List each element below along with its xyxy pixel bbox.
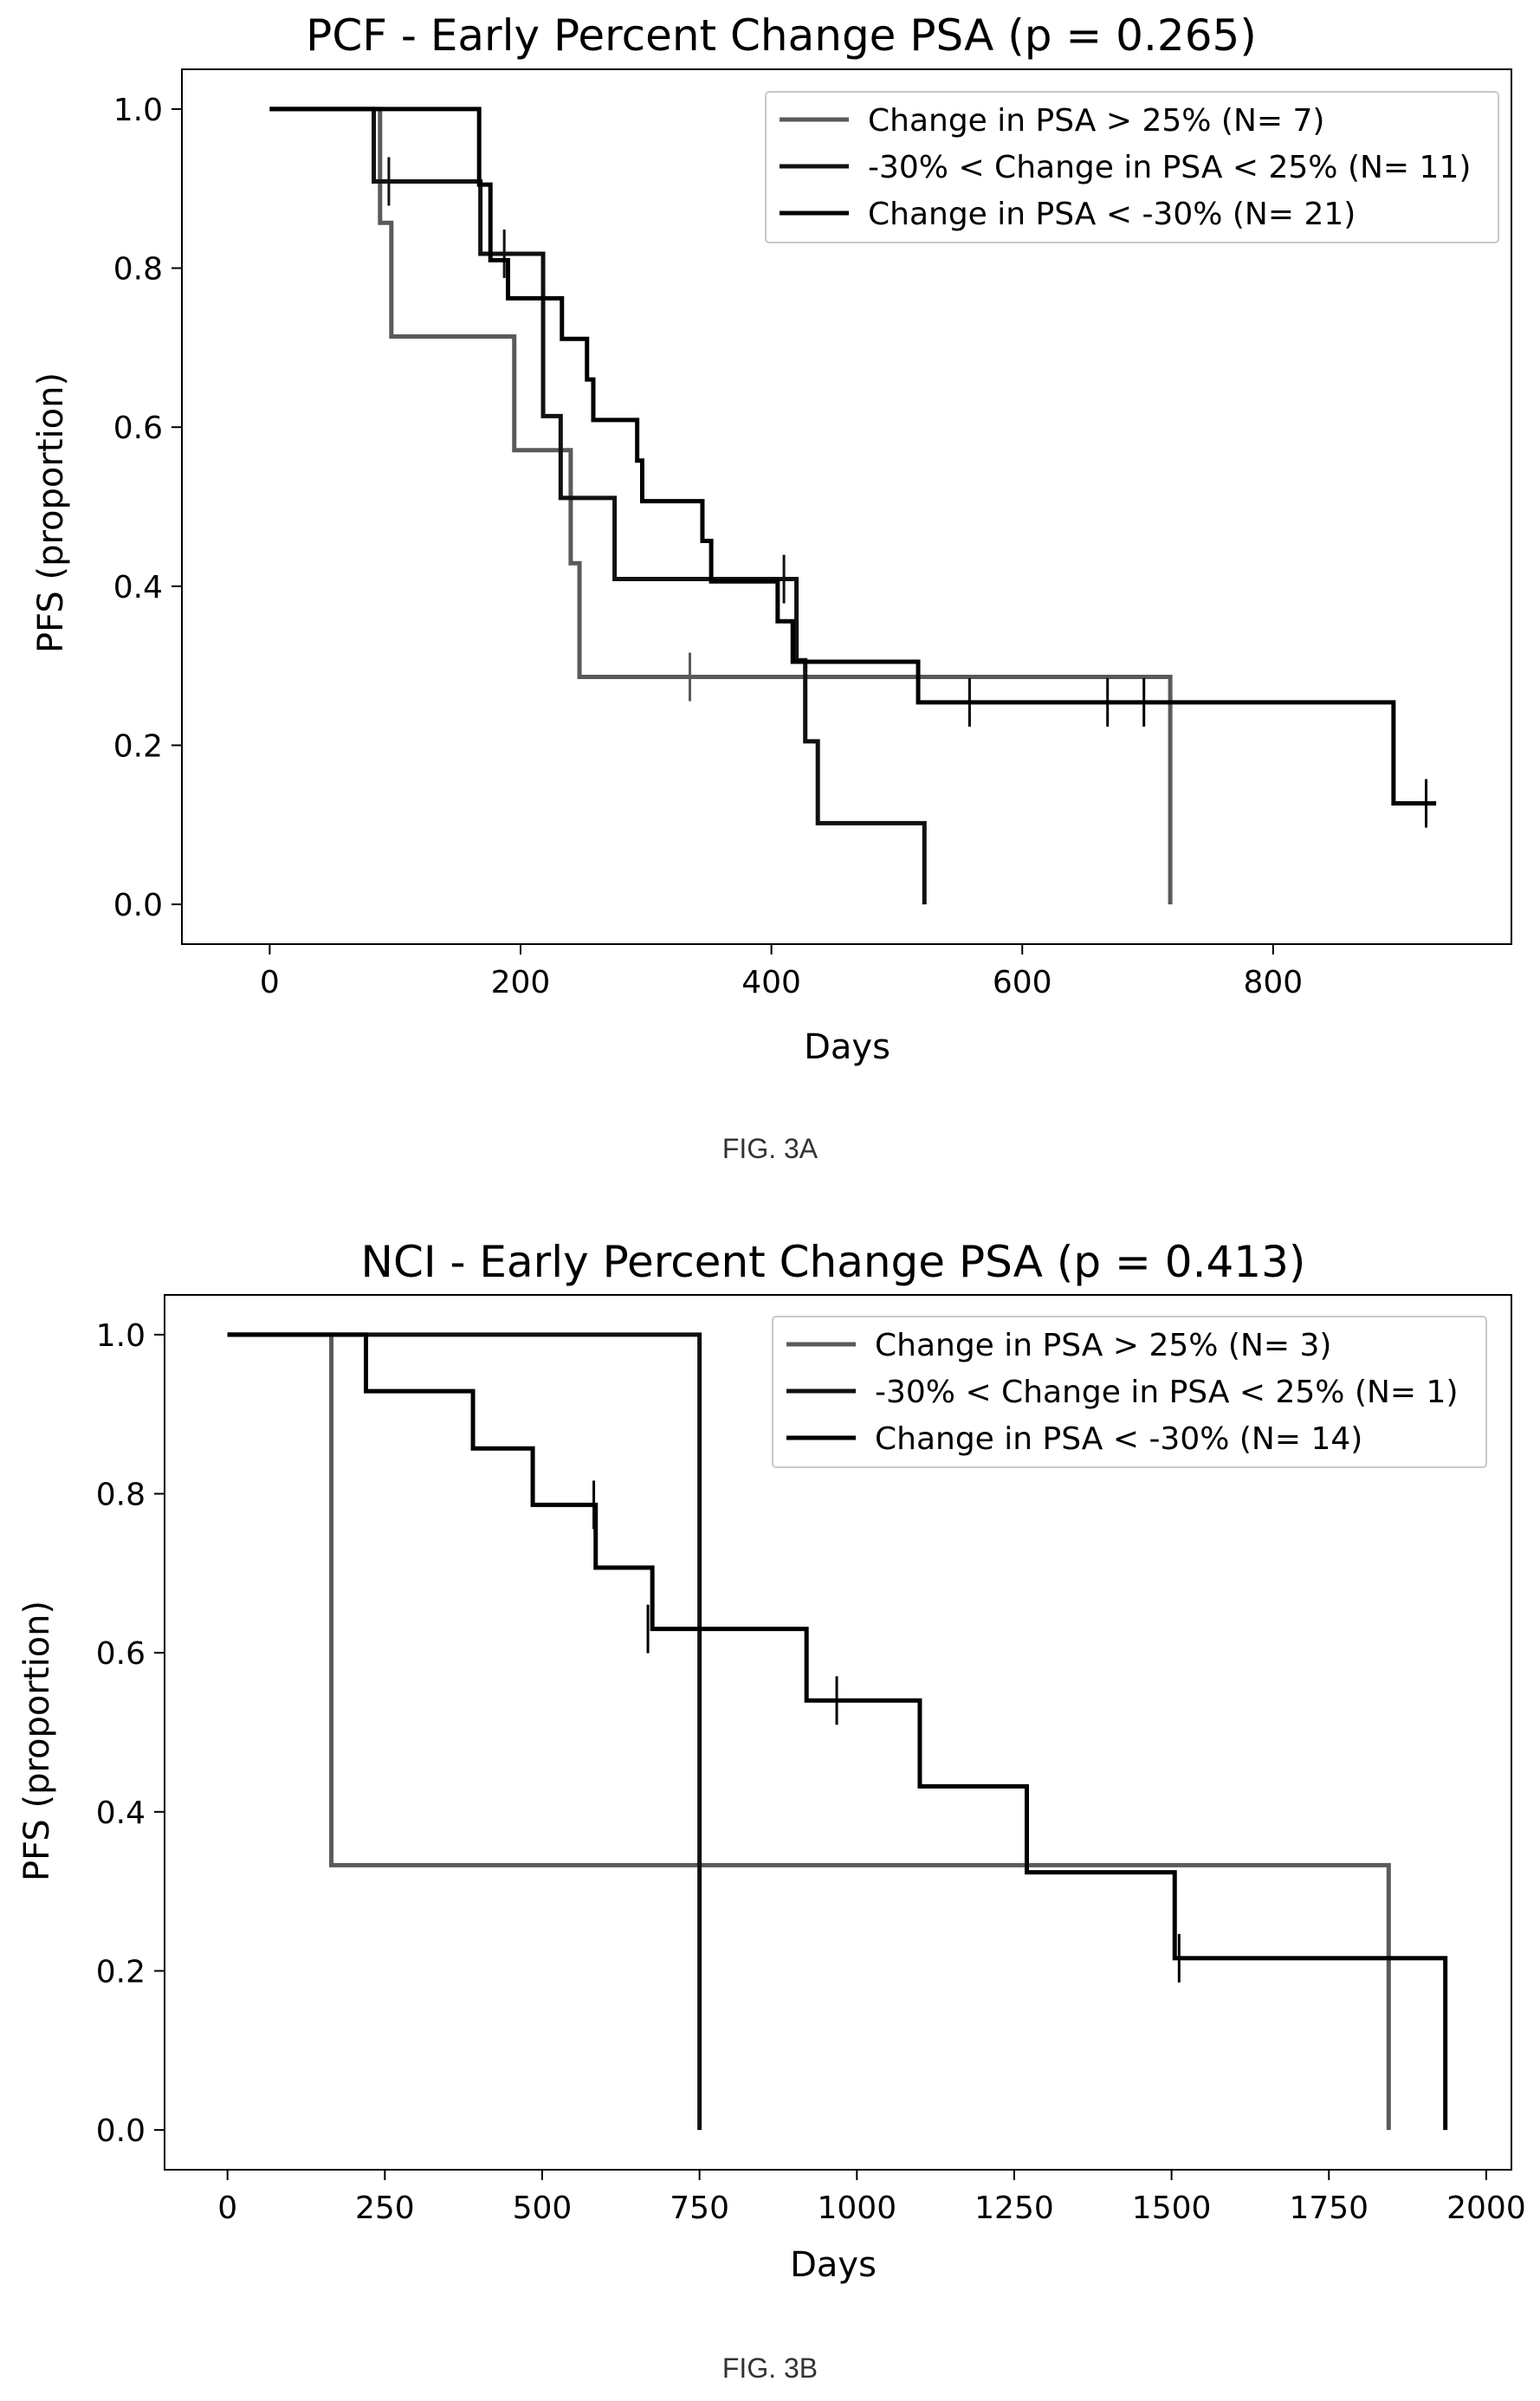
figure-caption-3a: FIG. 3A — [721, 1133, 819, 1164]
plot-area: 0 250 500 750 1000 1250 1500 1750 2000 0.0 0.2 0.4 0… — [96, 1294, 1526, 2226]
y-axis-label: PFS (proportion) — [17, 1601, 57, 1881]
y-tick-label: 0.8 — [96, 1478, 146, 1513]
x-tick-label: 1000 — [817, 2191, 896, 2226]
series-line-2 — [227, 1332, 1448, 2131]
legend-label: Change in PSA < -30% (N= 14) — [875, 1421, 1362, 1457]
x-tick-label: 250 — [355, 2191, 415, 2226]
y-tick-label: 1.0 — [113, 93, 163, 128]
x-tick-label: 800 — [1243, 965, 1303, 1000]
x-tick-label: 750 — [670, 2191, 729, 2226]
x-tick-label: 1750 — [1289, 2191, 1369, 2226]
y-tick-label: 0.6 — [96, 1636, 146, 1672]
x-axis-label: Days — [804, 1027, 890, 1067]
x-axis-label: Days — [790, 2245, 877, 2285]
y-tick-label: 0.0 — [96, 2113, 146, 2149]
legend-label: -30% < Change in PSA < 25% (N= 11) — [868, 150, 1471, 185]
series-line-1 — [227, 1332, 702, 2131]
x-tick-label: 200 — [491, 965, 551, 1000]
y-tick-label: 0.0 — [113, 888, 163, 923]
y-tick-label: 0.8 — [113, 252, 163, 288]
plot-frame — [181, 68, 1512, 945]
y-tick-label: 0.6 — [113, 411, 163, 446]
y-tick-label: 1.0 — [96, 1318, 146, 1354]
legend-box — [765, 91, 1499, 243]
y-tick-label: 0.2 — [113, 728, 163, 764]
x-tick-label: 0 — [217, 2191, 237, 2226]
x-tick-label: 2000 — [1446, 2191, 1526, 2226]
x-tick-label: 1500 — [1132, 2191, 1212, 2226]
series-line-0 — [269, 107, 1173, 905]
chart-title: NCI - Early Percent Change PSA (p = 0.41… — [361, 1237, 1306, 1287]
chart-nci: NCI - Early Percent Change PSA (p = 0.41… — [17, 1237, 1526, 2285]
chart-pcf: PCF - Early Percent Change PSA (p = 0.26… — [31, 10, 1512, 1067]
legend: Change in PSA > 25% (N= 7) -30% < Change… — [765, 91, 1499, 243]
x-tick-label: 1250 — [974, 2191, 1054, 2226]
x-tick-label: 0 — [260, 965, 280, 1000]
legend: Change in PSA > 25% (N= 3) -30% < Change… — [772, 1316, 1487, 1468]
x-tick-label: 600 — [993, 965, 1052, 1000]
figure-caption-3b: FIG. 3B — [721, 2352, 819, 2384]
chart-title: PCF - Early Percent Change PSA (p = 0.26… — [306, 10, 1257, 61]
x-tick-label: 400 — [741, 965, 801, 1000]
legend-label: Change in PSA < -30% (N= 21) — [868, 197, 1356, 232]
plot-area: 0 200 400 600 800 0.0 0.2 0.4 0.6 0.8 1.0 — [113, 68, 1512, 1000]
y-axis-label: PFS (proportion) — [31, 372, 71, 653]
legend-label: -30% < Change in PSA < 25% (N= 1) — [875, 1375, 1459, 1410]
y-tick-label: 0.4 — [113, 570, 163, 605]
y-tick-label: 0.2 — [96, 1954, 146, 1990]
legend-box — [772, 1316, 1487, 1468]
plot-frame — [164, 1294, 1512, 2171]
y-tick-label: 0.4 — [96, 1796, 146, 1831]
legend-label: Change in PSA > 25% (N= 7) — [868, 103, 1324, 139]
series-line-2 — [269, 107, 1437, 806]
x-tick-label: 500 — [513, 2191, 573, 2226]
legend-label: Change in PSA > 25% (N= 3) — [875, 1328, 1331, 1363]
